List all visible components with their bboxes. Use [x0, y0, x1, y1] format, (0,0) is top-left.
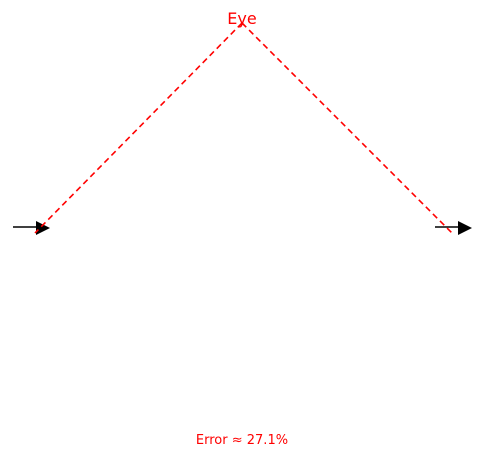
right-arrow [435, 221, 472, 235]
left-sightline [34, 22, 243, 234]
left-arrow [13, 221, 50, 235]
eye-label: Eye [227, 9, 256, 28]
error-label: Error ≈ 27.1% [196, 433, 288, 448]
right-sightline [241, 22, 453, 234]
